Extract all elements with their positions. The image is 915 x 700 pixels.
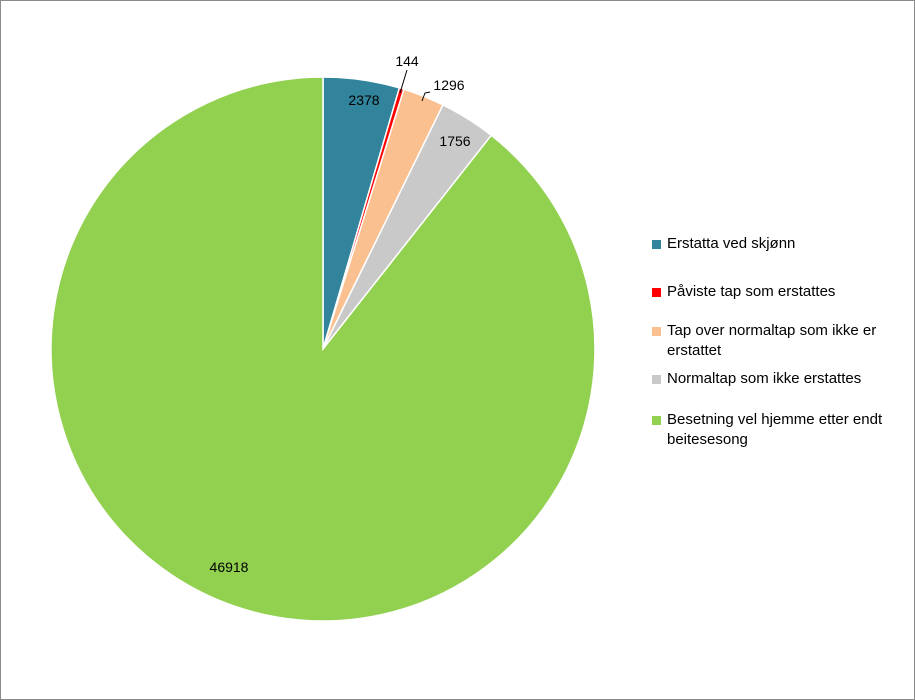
data-label: 2378 bbox=[348, 92, 379, 108]
leader-lines bbox=[399, 69, 431, 102]
legend-label: Påviste tap som erstattes bbox=[667, 283, 836, 300]
legend-item-paviste: Påviste tap som erstattes bbox=[652, 282, 907, 302]
legend-swatch-icon bbox=[652, 288, 661, 297]
data-label: 1756 bbox=[439, 133, 470, 149]
legend-label: Normaltap som ikke erstattes bbox=[667, 370, 862, 387]
leader-line bbox=[399, 69, 408, 94]
legend-item-erstatta: Erstatta ved skjønn bbox=[652, 234, 907, 254]
pie-slices bbox=[50, 76, 596, 622]
legend-label: Erstatta ved skjønn bbox=[667, 235, 796, 252]
data-label: 144 bbox=[395, 53, 419, 69]
legend-swatch-icon bbox=[652, 375, 661, 384]
legend-item-tap-over: Tap over normaltap som ikke er erstattet bbox=[652, 321, 907, 361]
legend-swatch-icon bbox=[652, 416, 661, 425]
data-label: 46918 bbox=[210, 559, 249, 575]
data-label: 1296 bbox=[433, 77, 464, 93]
legend-label: Tap over normaltap som ikke er erstattet bbox=[667, 322, 877, 359]
legend-label: Besetning vel hjemme etter endt beiteses… bbox=[667, 411, 883, 448]
slice-besetning bbox=[50, 76, 596, 622]
legend-item-normaltap: Normaltap som ikke erstattes bbox=[652, 369, 907, 389]
legend-item-besetning: Besetning vel hjemme etter endt beiteses… bbox=[652, 410, 907, 450]
legend-swatch-icon bbox=[652, 240, 661, 249]
legend: Erstatta ved skjønn Påviste tap som erst… bbox=[652, 226, 907, 450]
legend-swatch-icon bbox=[652, 327, 661, 336]
leader-line bbox=[421, 91, 431, 102]
data-labels: 2378 144 1296 1756 46918 bbox=[210, 53, 471, 575]
